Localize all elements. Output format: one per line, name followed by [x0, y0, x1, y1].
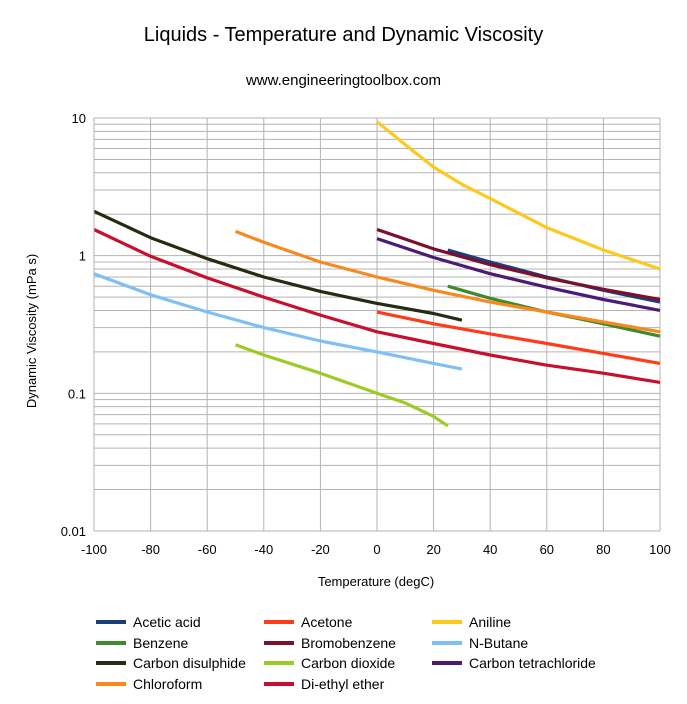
x-tick-label: -20 — [311, 542, 330, 557]
y-tick-label: 1 — [79, 249, 86, 264]
y-axis-label: Dynamic Viscosity (mPa s) — [24, 254, 39, 408]
legend-label: Benzene — [133, 634, 189, 651]
x-tick-label: -80 — [141, 542, 160, 557]
legend-swatch — [96, 661, 126, 665]
x-tick-label: 40 — [483, 542, 497, 557]
series-line-carbon-dioxide — [234, 343, 449, 428]
legend-swatch — [432, 661, 462, 665]
legend-swatch — [96, 681, 126, 686]
x-tick-label: -100 — [81, 542, 107, 557]
series-line-aniline — [375, 120, 661, 271]
legend-item-di-ethyl-ether: Di-ethyl ether — [264, 674, 384, 694]
series-line-carbon-tetrachloride — [376, 237, 661, 312]
legend-swatch — [264, 640, 294, 645]
chart-subtitle: www.engineeringtoolbox.com — [245, 72, 442, 89]
legend-swatch — [96, 640, 126, 645]
series-line-bromobenzene — [376, 227, 661, 302]
legend-swatch — [264, 681, 294, 686]
legend-label: Carbon dioxide — [301, 655, 396, 671]
legend-swatch — [96, 620, 126, 624]
x-axis-label: Temperature (degC) — [318, 574, 434, 589]
series-line-n-butane — [93, 272, 463, 371]
legend-label: Chloroform — [133, 675, 203, 692]
series-line-acetone — [376, 310, 661, 365]
x-tick-label: -40 — [254, 542, 273, 557]
chart-canvas: -100 -80 -60 -40 -20 0 20 40 60 80 100 0.01 0.1 1 10 D… — [24, 111, 671, 589]
legend-label: Aniline — [469, 614, 512, 630]
legend-item-aniline: Aniline — [432, 612, 511, 632]
y-tick-label: 10 — [72, 111, 86, 126]
legend-label: N-Butane — [469, 634, 529, 651]
legend-item-carbon-disulphide: Carbon disulphide — [96, 653, 246, 673]
legend-swatch — [264, 620, 294, 624]
series-line-chloroform — [234, 229, 661, 334]
y-tick-label: 0.1 — [68, 386, 86, 401]
axes: -100 -80 -60 -40 -20 0 20 40 60 80 100 0.01 0.1 1 10 — [61, 111, 671, 557]
x-tick-label: 0 — [373, 542, 380, 557]
grid-lines — [93, 117, 661, 532]
x-tick-label: 100 — [649, 542, 671, 557]
legend-label: Bromobenzene — [301, 634, 396, 651]
legend-label: Carbon tetrachloride — [469, 655, 596, 671]
chart-title: Liquids - Temperature and Dynamic Viscos… — [143, 24, 544, 46]
legend-label: Acetic acid — [133, 614, 201, 630]
x-tick-label: 20 — [426, 542, 440, 557]
y-tick-label: 0.01 — [61, 524, 86, 539]
legend-item-carbon-dioxide: Carbon dioxide — [264, 653, 395, 673]
legend-label: Di-ethyl ether — [301, 675, 385, 692]
legend-item-n-butane: N-Butane — [432, 633, 528, 653]
x-tick-label: 80 — [596, 542, 610, 557]
legend-item-acetone: Acetone — [264, 612, 352, 632]
x-tick-label: -60 — [198, 542, 217, 557]
legend-label: Acetone — [301, 614, 353, 630]
legend-swatch — [432, 620, 462, 624]
series-lines — [93, 120, 661, 428]
legend-swatch — [432, 640, 462, 645]
legend-item-benzene: Benzene — [96, 633, 188, 653]
legend-item-bromobenzene: Bromobenzene — [264, 633, 396, 653]
legend-swatch — [264, 661, 294, 665]
legend-item-carbon-tetrachloride: Carbon tetrachloride — [432, 653, 596, 673]
series-line-carbon-disulphide — [93, 209, 463, 322]
series-line-di-ethyl-ether — [93, 228, 661, 384]
legend-item-acetic-acid: Acetic acid — [96, 612, 201, 632]
legend-label: Carbon disulphide — [133, 655, 246, 671]
x-tick-label: 60 — [540, 542, 554, 557]
legend-item-chloroform: Chloroform — [96, 674, 202, 694]
